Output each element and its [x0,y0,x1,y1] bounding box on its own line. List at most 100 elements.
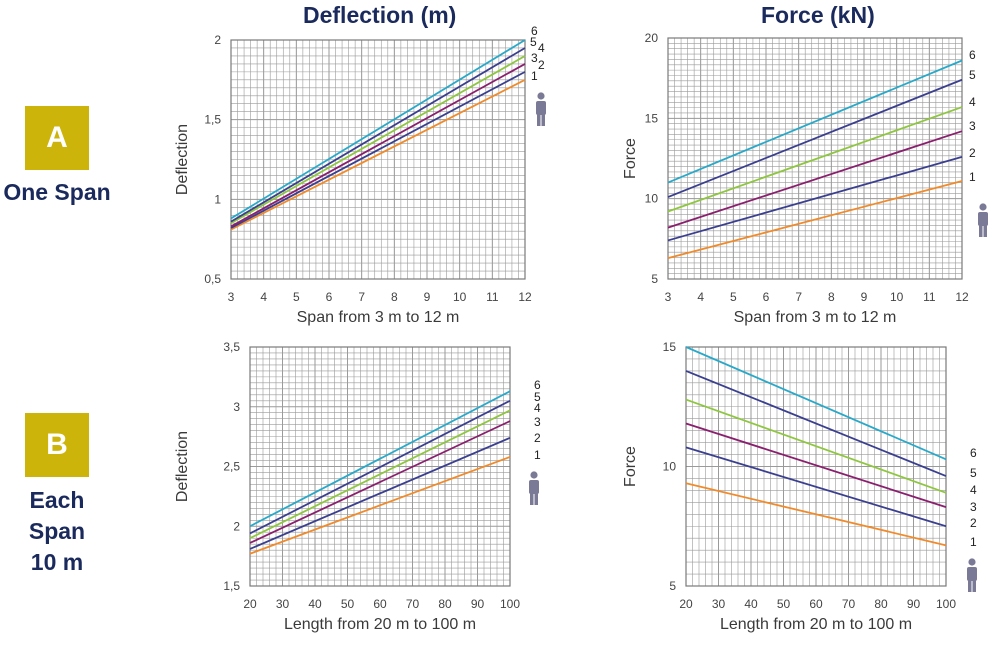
row-a-label: One Span [0,177,114,208]
series-label-1: 1 [969,170,976,184]
row-b-label-line-2: 10 m [30,549,84,576]
x-tick-label: 3 [228,290,235,304]
series-label-3: 3 [531,51,538,65]
series-line-2 [667,156,963,242]
series-label-2: 2 [538,58,545,72]
y-tick-label: 15 [663,340,677,354]
y-tick-label: 2,5 [223,460,240,474]
series-line-1 [685,482,947,547]
x-tick-label: 70 [406,597,420,611]
person-icon-torso [529,480,539,494]
series-line-4 [685,398,947,494]
series-line-6 [249,390,511,528]
x-tick-label: 5 [293,290,300,304]
x-axis-label: Span from 3 m to 12 m [297,309,460,326]
y-tick-label: 10 [663,460,677,474]
x-tick-label: 3 [665,290,672,304]
person-icon-torso [967,567,977,581]
x-tick-label: 100 [936,597,956,611]
x-tick-label: 80 [874,597,888,611]
x-tick-label: 90 [471,597,485,611]
person-icon-leg-left [979,224,983,237]
person-icon-head [979,203,987,211]
y-tick-label: 15 [645,111,659,125]
x-tick-label: 5 [730,290,737,304]
x-tick-label: 12 [518,290,532,304]
gridlines [667,37,963,280]
x-axis-label: Length from 20 m to 100 m [284,616,476,633]
y-axis-label: Force [622,138,639,179]
x-tick-label: 10 [453,290,467,304]
y-tick-label: 1,5 [204,113,221,127]
series-label-5: 5 [530,35,537,49]
x-tick-label: 30 [712,597,726,611]
series-label-4: 4 [538,41,545,55]
series-line-6 [667,59,963,184]
series-line-3 [230,63,526,228]
series-line-6 [230,39,526,220]
person-icon-leg-right [983,224,987,237]
x-tick-label: 50 [341,597,355,611]
person-icon-torso [536,101,546,115]
series-line-2 [230,71,526,229]
series-label-5: 5 [970,466,977,480]
deflection-column-title: Deflection (m) [303,2,457,28]
row-b-label-line-1: Each Span [28,487,86,545]
y-tick-label: 1,5 [223,579,240,593]
series-line-2 [249,436,511,550]
person-icon-head [968,558,976,566]
person-icon-leg-left [968,579,972,592]
x-tick-label: 6 [326,290,333,304]
series-label-1: 1 [970,535,977,549]
x-tick-label: 40 [744,597,758,611]
series-label-4: 4 [534,401,541,415]
person-icon-leg-right [972,579,976,592]
row-a-badge: A [25,106,89,170]
x-axis-label: Span from 3 m to 12 m [734,309,897,326]
series-line-4 [230,55,526,225]
x-tick-label: 8 [391,290,398,304]
chart-B-deflection: 20 30 40 50 60 70 80 90 100 1,5 2 2,5 3 3,5 Length fro… [174,340,541,633]
y-axis-label: Deflection [174,124,191,195]
series-label-5: 5 [534,390,541,404]
gridlines [685,346,947,587]
x-tick-label: 6 [763,290,770,304]
x-tick-label: 60 [809,597,823,611]
y-tick-label: 2 [233,519,240,533]
x-tick-label: 12 [955,290,969,304]
series-line-6 [685,346,947,461]
series-label-6: 6 [531,24,538,38]
x-tick-label: 9 [861,290,868,304]
series-line-5 [685,370,947,477]
person-icon-head [530,471,538,479]
x-tick-label: 80 [438,597,452,611]
x-tick-label: 11 [923,290,936,304]
plot-frame [685,346,947,587]
series-line-1 [249,456,511,555]
series-label-3: 3 [534,415,541,429]
x-tick-label: 20 [243,597,257,611]
series-label-6: 6 [969,48,976,62]
y-tick-label: 5 [651,272,658,286]
person-icon [978,203,988,237]
person-icon [536,92,546,126]
y-tick-label: 20 [645,31,659,45]
y-tick-label: 3 [233,400,240,414]
plot-frame [667,37,963,280]
y-tick-label: 10 [645,192,659,206]
person-icon [529,471,539,505]
person-icon-leg-left [530,492,534,505]
y-tick-label: 3,5 [223,340,240,354]
series-label-2: 2 [970,516,977,530]
x-tick-label: 90 [907,597,921,611]
gridlines [230,39,526,280]
person-icon-leg-left [537,113,541,126]
series-label-1: 1 [531,69,538,83]
x-tick-label: 11 [486,290,499,304]
series-line-5 [230,47,526,223]
x-tick-label: 7 [795,290,802,304]
